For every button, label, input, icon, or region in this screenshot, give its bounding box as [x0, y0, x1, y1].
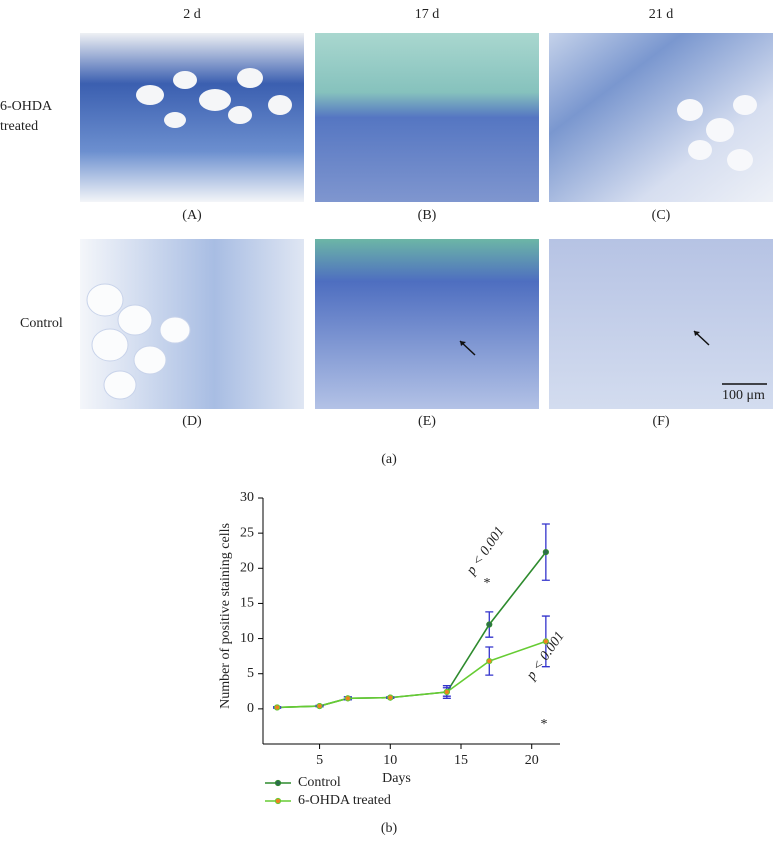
micrograph [80, 33, 304, 202]
y-tick-label: 5 [247, 666, 254, 681]
micrographs [80, 33, 773, 409]
annotation: * [541, 717, 548, 732]
column-label: 17 d [415, 7, 440, 22]
fat-cells [136, 68, 292, 128]
micrograph [315, 239, 539, 409]
x-tick-label: 15 [454, 753, 468, 768]
row-label-box: 6-OHDA treated [0, 99, 52, 134]
panel-label: (C) [652, 208, 671, 223]
panel-label: (B) [418, 208, 437, 223]
annotation: p < 0.001 [463, 524, 507, 578]
legend-label: Control [298, 775, 341, 790]
marker [443, 688, 450, 696]
panel-label: (F) [652, 414, 669, 429]
marker [542, 549, 549, 556]
panel-label: (D) [182, 414, 202, 429]
legend-label: 6-OHDA treated [298, 793, 391, 808]
marker [274, 704, 281, 711]
marker [542, 638, 549, 645]
x-axis-label: Days [382, 771, 411, 786]
panel-label: (E) [418, 414, 436, 429]
x-tick-label: 5 [316, 753, 323, 768]
arrow-head [694, 331, 700, 336]
annotation: * [484, 576, 491, 591]
legend-marker [274, 779, 282, 787]
y-tick-label: 15 [240, 596, 254, 611]
caption: (b) [381, 821, 398, 836]
x-tick-label: 10 [383, 753, 397, 768]
series-line [277, 640, 547, 709]
y-tick-label: 25 [240, 525, 254, 540]
y-tick-label: 10 [240, 631, 254, 646]
column-label: 21 d [649, 7, 674, 22]
fat-cells [86, 283, 191, 400]
row-label: 6-OHDA treated [0, 99, 52, 134]
series-line [277, 551, 547, 709]
micrograph [549, 239, 773, 409]
legend-marker [274, 797, 282, 805]
micrograph [549, 33, 773, 202]
marker [387, 694, 394, 701]
panel-label: (A) [182, 208, 202, 223]
y-tick-label: 20 [240, 561, 254, 576]
marker [316, 702, 323, 710]
fat-cells [677, 95, 757, 171]
caption: (a) [381, 452, 397, 467]
column-label: 2 d [183, 7, 201, 22]
micrograph [315, 33, 539, 202]
row-label: Control [20, 316, 63, 331]
y-axis-label: Number of positive staining cells [218, 523, 233, 709]
marker [486, 621, 493, 628]
arrow-head [460, 341, 466, 346]
y-tick-label: 0 [247, 701, 254, 716]
y-tick-label: 30 [240, 490, 254, 505]
scale-bar-label: 100 μm [722, 388, 765, 403]
marker [344, 695, 351, 702]
marker [486, 657, 493, 665]
x-tick-label: 20 [525, 753, 539, 768]
